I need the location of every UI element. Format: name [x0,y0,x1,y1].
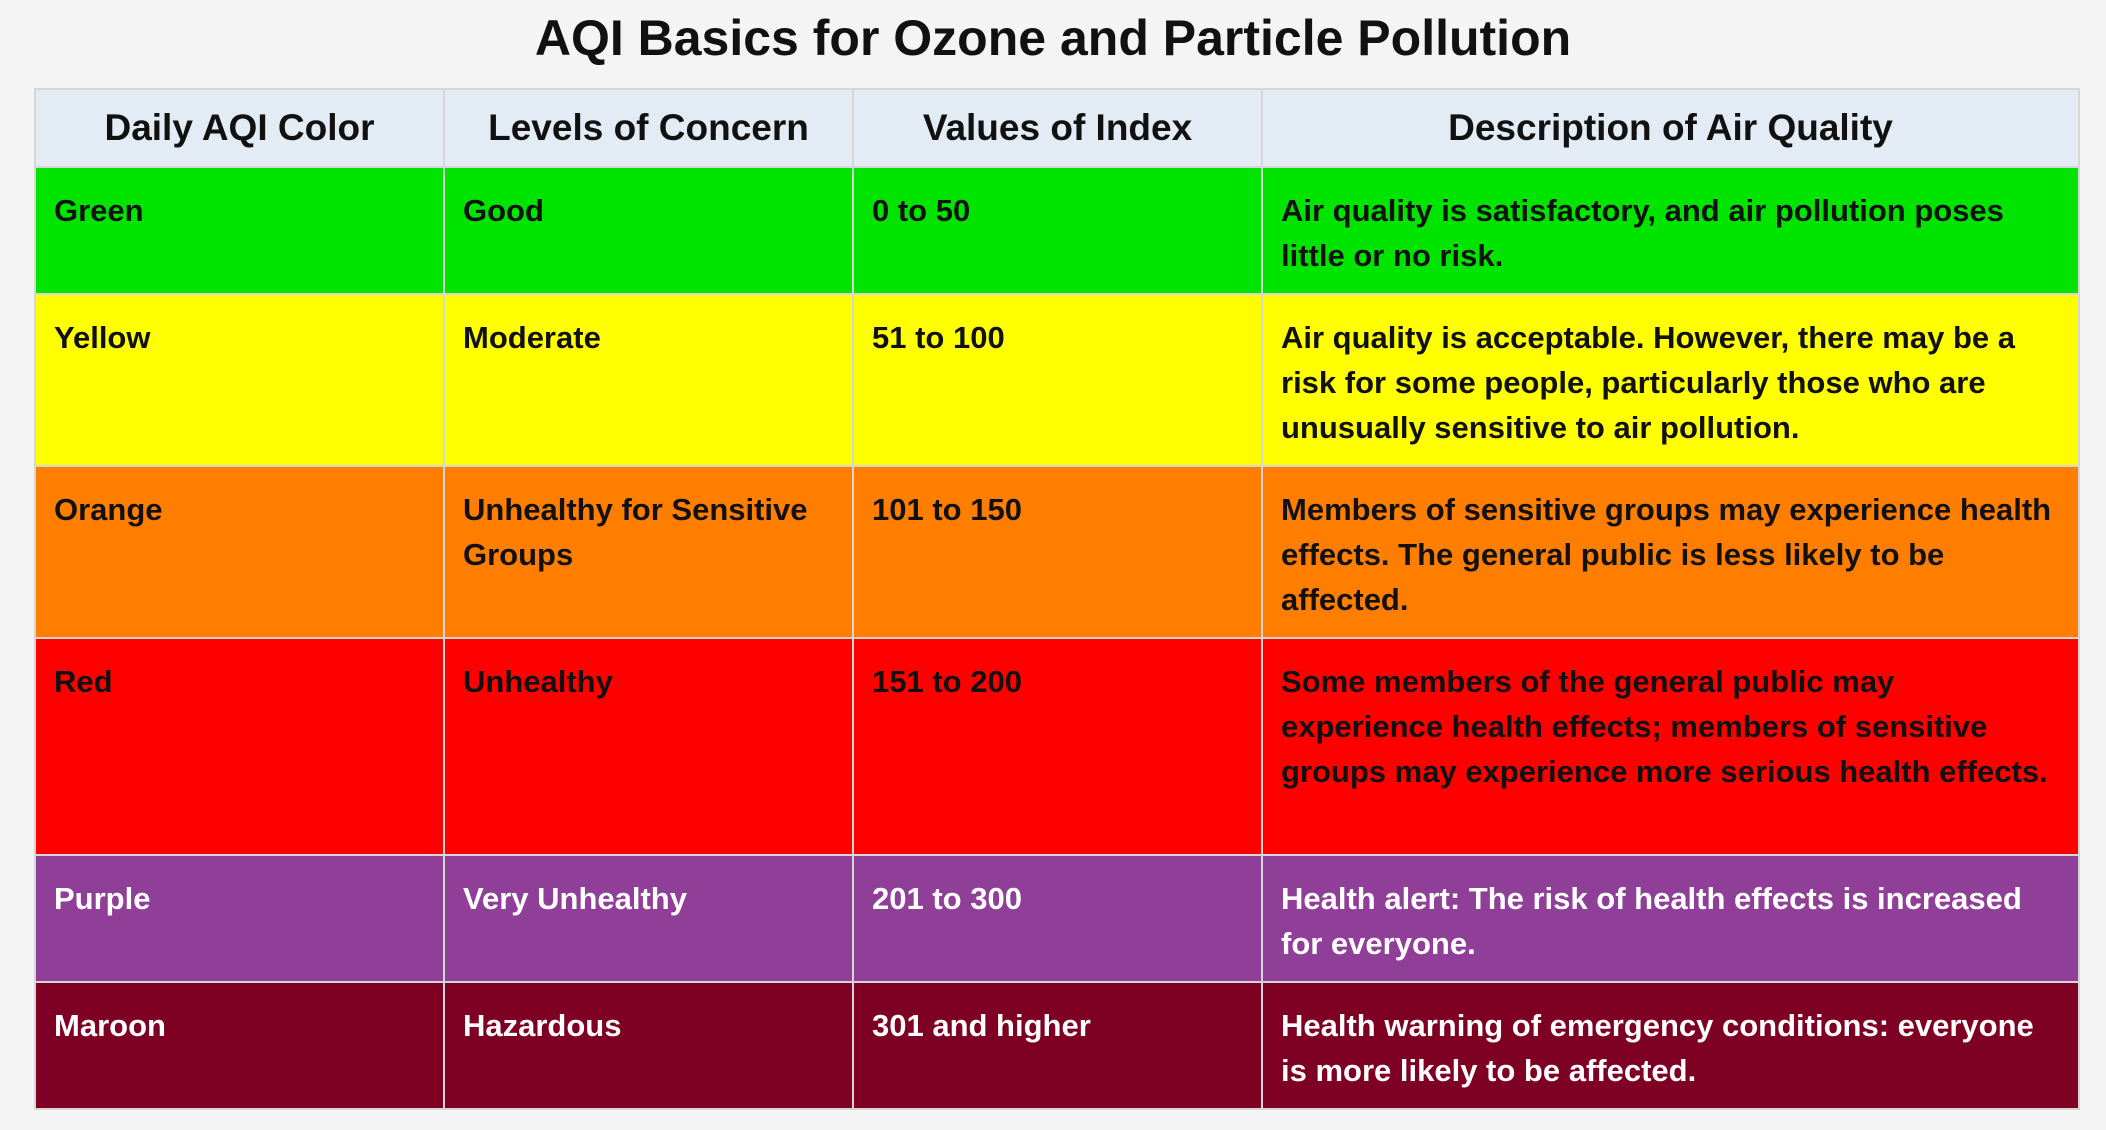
table-row: Orange Unhealthy for Sensitive Groups 10… [34,465,2080,639]
cell-values: 201 to 300 [852,854,1263,983]
cell-values: 101 to 150 [852,465,1263,639]
cell-color: Yellow [34,293,445,467]
cell-values: 0 to 50 [852,166,1263,295]
cell-color: Red [34,637,445,856]
table-row: Green Good 0 to 50 Air quality is satisf… [34,166,2080,295]
cell-description: Health warning of emergency conditions: … [1261,981,2080,1110]
cell-level: Good [443,166,854,295]
table-header-row: Daily AQI Color Levels of Concern Values… [34,88,2080,168]
cell-color: Maroon [34,981,445,1110]
cell-description: Some members of the general public may e… [1261,637,2080,856]
cell-description: Air quality is acceptable. However, ther… [1261,293,2080,467]
cell-description: Members of sensitive groups may experien… [1261,465,2080,639]
cell-color: Green [34,166,445,295]
cell-level: Unhealthy for Sensitive Groups [443,465,854,639]
cell-values: 51 to 100 [852,293,1263,467]
cell-level: Very Unhealthy [443,854,854,983]
cell-description: Health alert: The risk of health effects… [1261,854,2080,983]
table-row: Yellow Moderate 51 to 100 Air quality is… [34,293,2080,467]
cell-color: Orange [34,465,445,639]
table-row: Purple Very Unhealthy 201 to 300 Health … [34,854,2080,983]
cell-level: Hazardous [443,981,854,1110]
header-description: Description of Air Quality [1261,88,2080,168]
page-title: AQI Basics for Ozone and Particle Pollut… [534,10,1572,66]
table-row: Red Unhealthy 151 to 200 Some members of… [34,637,2080,856]
header-levels-of-concern: Levels of Concern [443,88,854,168]
header-values-of-index: Values of Index [852,88,1263,168]
table-row: Maroon Hazardous 301 and higher Health w… [34,981,2080,1110]
cell-level: Moderate [443,293,854,467]
aqi-table: Daily AQI Color Levels of Concern Values… [34,88,2080,1110]
cell-values: 301 and higher [852,981,1263,1110]
cell-color: Purple [34,854,445,983]
cell-description: Air quality is satisfactory, and air pol… [1261,166,2080,295]
header-daily-aqi-color: Daily AQI Color [34,88,445,168]
cell-level: Unhealthy [443,637,854,856]
cell-values: 151 to 200 [852,637,1263,856]
